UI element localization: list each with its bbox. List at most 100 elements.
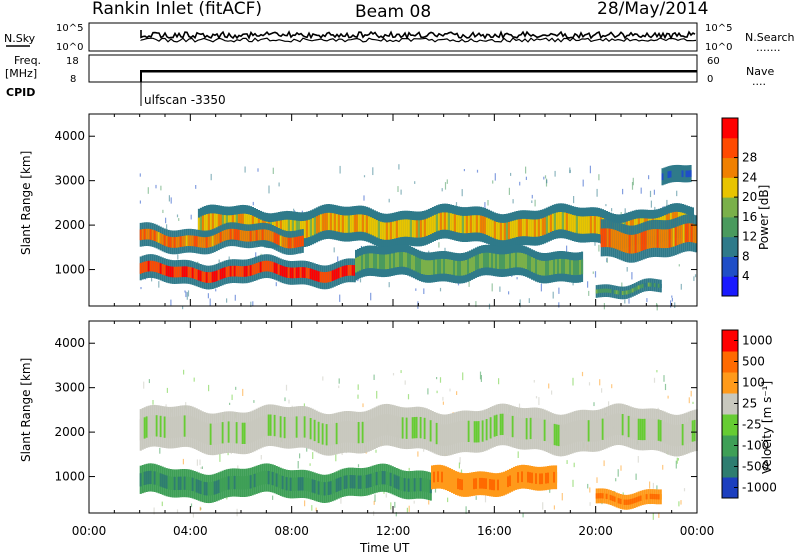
power-speckle — [444, 182, 447, 190]
velocity-band-core — [569, 422, 572, 444]
power-speckle — [397, 186, 399, 192]
power-band-core — [511, 220, 514, 239]
power-band-core — [469, 258, 472, 274]
power-band-core — [211, 235, 214, 247]
velocity-band-core — [395, 416, 398, 438]
power-band-core — [624, 234, 627, 253]
power-band-core — [183, 235, 186, 247]
velocity-band-core — [485, 419, 488, 441]
power-speckle — [215, 289, 217, 292]
velocity-band-core — [367, 474, 370, 488]
velocity-band-core — [179, 415, 182, 437]
velocity-band-core — [271, 471, 274, 486]
velocity-band-core — [611, 495, 614, 501]
power-band-core — [179, 236, 182, 247]
power-band-core — [177, 236, 180, 248]
velocity-band-core — [453, 476, 456, 488]
velocity-band-core — [563, 424, 566, 446]
power-band-core — [165, 265, 168, 277]
velocity-band-core — [349, 475, 352, 489]
velocity-band-core — [199, 420, 202, 442]
power-band-core — [193, 268, 196, 279]
power-band-core — [579, 260, 582, 275]
velocity-band-core — [549, 472, 552, 483]
velocity-speckle — [311, 505, 313, 511]
power-band-core — [245, 265, 248, 277]
velocity-speckle — [231, 394, 233, 401]
power-band-core — [489, 219, 492, 237]
velocity-band-core — [449, 474, 452, 486]
power-speckle — [228, 256, 230, 262]
velocity-band-core — [205, 482, 208, 496]
velocity-speckle — [587, 483, 589, 489]
velocity-band-core — [241, 422, 244, 444]
velocity-band-core — [415, 416, 418, 439]
power-band-core — [521, 253, 524, 268]
power-speckle — [611, 208, 613, 212]
velocity-band-core — [339, 477, 342, 491]
velocity-speckle — [449, 388, 451, 392]
velocity-band-core — [303, 416, 306, 438]
velocity-speckle — [272, 495, 274, 500]
velocity-band-core — [221, 478, 224, 492]
power-band-core — [513, 220, 516, 238]
power-band-core — [459, 261, 462, 276]
velocity-band-core — [291, 416, 294, 439]
power-colorbar-swatch — [722, 236, 738, 257]
power-band-core — [213, 213, 216, 231]
velocity-speckle — [548, 383, 550, 389]
power-band-core — [241, 230, 244, 242]
power-band-core — [195, 269, 198, 280]
power-band-core — [541, 260, 544, 276]
velocity-band-core — [429, 420, 432, 442]
power-band-core — [677, 170, 680, 177]
velocity-ylabel: Slant Range [km] — [19, 358, 33, 462]
velocity-band-core — [601, 493, 604, 499]
power-band-core — [429, 216, 432, 235]
power-band-core — [341, 215, 344, 233]
velocity-band-core — [263, 470, 266, 485]
velocity-band-core — [335, 422, 338, 445]
velocity-band-core — [451, 475, 454, 487]
power-band-core — [668, 229, 671, 248]
power-band-core — [301, 267, 304, 278]
velocity-band-core — [487, 478, 490, 490]
velocity-band-core — [331, 423, 334, 446]
power-band-core — [537, 259, 540, 275]
velocity-speckle — [383, 490, 385, 494]
power-band-core — [425, 260, 428, 275]
power-speckle — [187, 290, 190, 297]
power-speckle — [209, 298, 211, 306]
power-band-core — [301, 235, 304, 247]
power-band-core — [461, 215, 464, 234]
velocity-band-core — [245, 422, 248, 444]
power-band-core — [549, 260, 552, 276]
velocity-band-core — [417, 416, 420, 439]
velocity-band-core — [267, 471, 270, 485]
power-band-core — [317, 215, 320, 233]
power-band-core — [255, 230, 258, 241]
velocity-band-core — [409, 478, 412, 492]
power-speckle — [170, 299, 172, 306]
velocity-band-core — [499, 413, 502, 436]
velocity-band-core — [513, 416, 516, 438]
power-band-core — [439, 212, 442, 230]
power-band-core — [455, 260, 458, 276]
power-speckle — [400, 189, 402, 195]
velocity-band-core — [341, 421, 344, 443]
power-speckle — [339, 294, 341, 302]
velocity-band-core — [153, 415, 156, 437]
velocity-band-core — [221, 422, 224, 444]
power-speckle — [646, 298, 648, 303]
power-band-core — [347, 265, 350, 276]
velocity-band-core — [305, 416, 308, 438]
power-band-core — [640, 232, 643, 251]
power-band-core — [445, 212, 448, 230]
power-band-core — [411, 254, 414, 270]
power-speckle — [463, 169, 465, 172]
power-band-core — [221, 214, 224, 233]
velocity-band-core — [443, 424, 446, 446]
velocity-band-core — [237, 476, 240, 490]
power-band-core — [379, 221, 382, 239]
velocity-band-core — [413, 478, 416, 492]
